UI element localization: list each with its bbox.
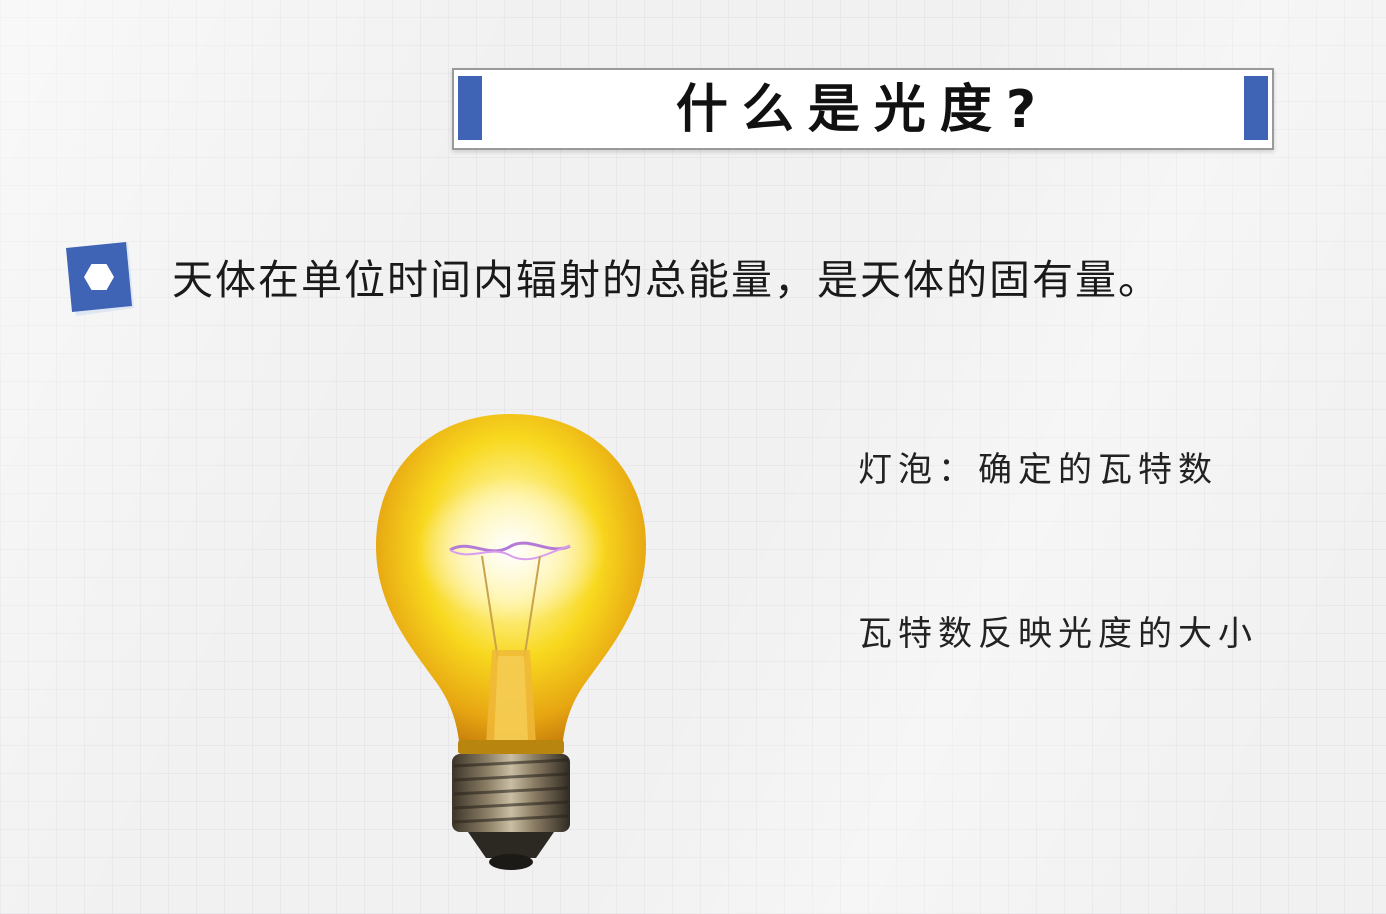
hexagon-bullet-icon [66, 242, 134, 316]
light-bulb-image [376, 414, 646, 870]
definition-text: 天体在单位时间内辐射的总能量，是天体的固有量。 [172, 256, 1161, 304]
note-wattage-luminosity: 瓦特数反映光度的大小 [858, 614, 1258, 654]
note-bulb-wattage: 灯泡：确定的瓦特数 [858, 450, 1218, 490]
title-accent-left [458, 76, 482, 140]
title-banner: 什么是光度? [452, 68, 1274, 150]
page-title: 什么是光度? [675, 80, 1051, 140]
title-accent-right [1244, 76, 1268, 140]
